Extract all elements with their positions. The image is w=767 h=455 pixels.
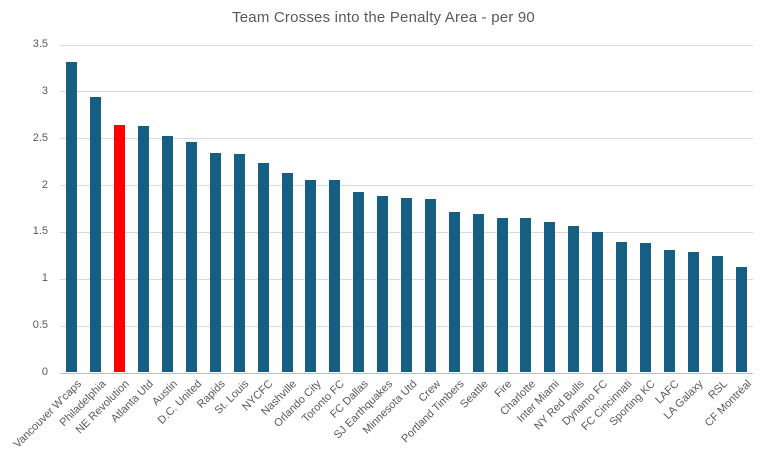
bar — [544, 221, 556, 373]
bar — [735, 266, 747, 373]
gridline — [60, 91, 753, 93]
bar — [66, 62, 78, 373]
bar — [711, 256, 723, 373]
gridline — [60, 138, 753, 140]
y-axis-tick-label: 2.5 — [32, 131, 48, 144]
y-axis-tick-label: 3 — [41, 84, 48, 97]
bar — [472, 214, 484, 373]
y-axis-tick-label: 1.5 — [32, 225, 48, 238]
y-axis-tick-label: 3.5 — [32, 38, 48, 50]
bar — [687, 251, 699, 373]
bar — [520, 217, 532, 373]
bar — [663, 249, 675, 373]
chart-title: Team Crosses into the Penalty Area - per… — [232, 9, 535, 26]
bar-highlighted — [114, 125, 126, 373]
y-axis-tick-label: 2 — [41, 178, 48, 191]
bar — [138, 126, 150, 373]
bar — [185, 141, 197, 373]
bar — [592, 231, 604, 373]
bar — [568, 226, 580, 373]
bar — [401, 198, 412, 373]
bar — [305, 180, 317, 373]
bar — [496, 217, 508, 373]
bar — [424, 199, 436, 373]
bar — [329, 180, 341, 373]
bar — [257, 162, 269, 373]
bar — [90, 96, 102, 373]
y-axis-tick-label: 1 — [41, 272, 48, 285]
bar — [209, 153, 221, 373]
y-axis-tick-label: 0.5 — [32, 319, 48, 332]
bar — [377, 196, 389, 373]
bar — [162, 136, 174, 373]
x-axis-line — [60, 372, 753, 374]
bar — [448, 212, 460, 373]
bar — [233, 154, 245, 373]
bar — [353, 191, 365, 373]
bar — [616, 242, 628, 373]
bar — [281, 172, 293, 373]
bar — [639, 243, 651, 373]
gridline — [60, 185, 753, 187]
gridline — [60, 44, 753, 46]
y-axis-tick-label: 0 — [41, 366, 48, 378]
